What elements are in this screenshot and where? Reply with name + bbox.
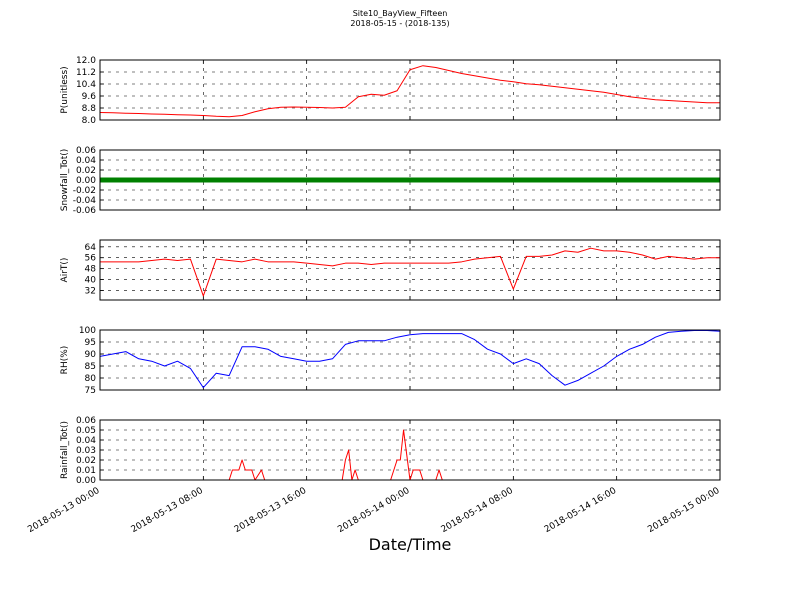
y-tick-label: 11.2 — [76, 68, 96, 78]
axes-frame — [99, 329, 721, 391]
plot-area — [100, 65, 720, 118]
y-axis-label: P(unitless) — [60, 66, 70, 113]
axes-frame — [99, 149, 721, 211]
y-tick-label: 75 — [85, 386, 96, 396]
y-axis-label: Snowfall_Tot() — [60, 149, 70, 212]
y-tick-label: 0.04 — [76, 436, 96, 446]
y-tick-label: 100 — [79, 326, 96, 336]
y-tick-label: 0.06 — [76, 146, 96, 156]
plot-area — [100, 330, 720, 389]
y-tick-label: 0.02 — [76, 456, 96, 466]
data-line — [100, 330, 720, 389]
axes-frame — [99, 239, 721, 301]
y-tick-label: 8.0 — [82, 116, 97, 126]
panel: 8.0 8.8 9.6 10.4 11.2 12.0 P(unitless) — [60, 56, 721, 126]
y-tick-label: 0.00 — [76, 476, 96, 486]
axes-frame — [99, 419, 721, 481]
y-axis-label: RH(%) — [60, 346, 70, 375]
plot-area — [100, 247, 720, 297]
y-tick-label: 48 — [85, 265, 97, 275]
x-tick-label: 2018-05-15 00:00 — [646, 486, 721, 535]
y-tick-label: 0.02 — [76, 166, 96, 176]
y-tick-label: 0.06 — [76, 416, 96, 426]
y-tick-label: 0.01 — [76, 466, 96, 476]
chart-title: Site10_BayView_Fifteen — [353, 9, 448, 18]
y-tick-label: 0.00 — [76, 176, 96, 186]
y-tick-label: 9.6 — [82, 92, 97, 102]
x-axis-label: Date/Time — [369, 535, 452, 554]
y-tick-label: 85 — [85, 362, 96, 372]
panel: -0.06-0.04-0.020.000.020.040.06 Snowfall_… — [60, 146, 721, 216]
data-line — [100, 65, 720, 118]
data-line — [100, 429, 720, 480]
y-tick-label: 10.4 — [76, 80, 96, 90]
y-tick-label: -0.04 — [73, 196, 97, 206]
x-tick-label: 2018-05-13 00:00 — [26, 486, 101, 535]
y-tick-label: 0.03 — [76, 446, 96, 456]
x-tick-label: 2018-05-14 00:00 — [336, 486, 411, 535]
x-tick-label: 2018-05-14 08:00 — [440, 486, 515, 535]
x-tick-label: 2018-05-13 08:00 — [130, 486, 205, 535]
y-tick-label: 56 — [85, 254, 97, 264]
y-tick-label: 64 — [85, 243, 97, 253]
x-tick-label: 2018-05-14 16:00 — [543, 486, 618, 535]
y-tick-label: 0.04 — [76, 156, 96, 166]
panel: 75 80 85 90 95 100 RH(%) — [60, 326, 721, 396]
y-tick-label: -0.02 — [73, 186, 96, 196]
y-tick-label: 40 — [85, 276, 97, 286]
y-tick-label: 80 — [85, 374, 97, 384]
plot-area — [100, 429, 720, 480]
data-line — [100, 247, 720, 297]
y-tick-label: 95 — [85, 338, 96, 348]
y-tick-label: -0.06 — [73, 206, 97, 216]
y-axis-label: AirT() — [60, 258, 70, 283]
chart-subtitle: 2018-05-15 - (2018-135) — [350, 19, 449, 28]
panel: 0.000.010.020.030.040.050.06 2018-05-13 0… — [26, 416, 721, 535]
axes-frame — [99, 59, 721, 121]
y-tick-label: 90 — [85, 350, 97, 360]
y-tick-label: 32 — [85, 286, 96, 296]
y-tick-label: 0.05 — [76, 426, 96, 436]
y-axis-label: Rainfall_Tot() — [60, 421, 70, 479]
x-tick-label: 2018-05-13 16:00 — [233, 486, 308, 535]
y-tick-label: 12.0 — [76, 56, 96, 66]
y-tick-label: 8.8 — [82, 104, 97, 114]
